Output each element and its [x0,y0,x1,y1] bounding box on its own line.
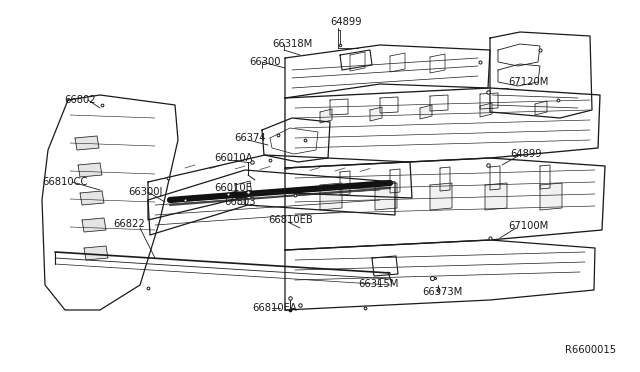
Polygon shape [320,109,332,123]
Text: 66810CC: 66810CC [42,177,88,187]
Text: 67100M: 67100M [508,221,548,231]
Text: 66318M: 66318M [272,39,312,49]
Text: 66300J: 66300J [128,187,163,197]
Text: 66315M: 66315M [358,279,398,289]
Text: 64899: 64899 [330,17,362,27]
Polygon shape [75,136,99,150]
Text: 66300: 66300 [249,57,280,67]
Polygon shape [540,183,562,210]
Polygon shape [78,163,102,177]
Text: 64899: 64899 [510,149,541,159]
Text: 66810EA: 66810EA [252,303,297,313]
Text: 66010E: 66010E [214,183,252,193]
Polygon shape [420,105,432,119]
Text: 66373M: 66373M [422,287,462,297]
Polygon shape [320,183,342,210]
Polygon shape [430,183,452,210]
Text: 66822: 66822 [113,219,145,229]
Text: 67120M: 67120M [508,77,548,87]
Polygon shape [535,101,547,115]
Polygon shape [370,107,382,121]
Polygon shape [480,103,492,117]
Text: 66802: 66802 [64,95,95,105]
Polygon shape [82,218,106,232]
Text: 66803: 66803 [224,197,255,207]
Text: 66810EB: 66810EB [268,215,313,225]
Polygon shape [485,183,507,210]
Text: 66010A: 66010A [214,153,253,163]
Text: R6600015: R6600015 [565,345,616,355]
Polygon shape [375,183,397,210]
Polygon shape [80,191,104,205]
Polygon shape [84,246,108,260]
Text: 66374: 66374 [234,133,266,143]
